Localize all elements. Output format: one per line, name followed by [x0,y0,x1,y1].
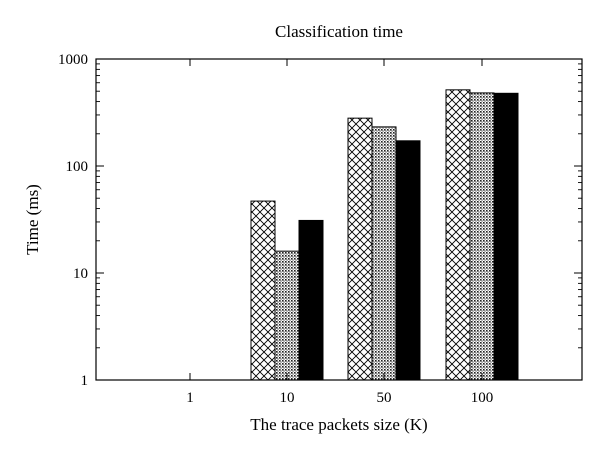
ticks-layer: 1 10 100 1000 1 10 50 100 [58,52,582,406]
y-tick-label-100: 100 [66,159,89,175]
x-tick-label-100: 100 [471,390,494,406]
bar-series1-100 [445,89,471,381]
x-tick-label-10: 10 [280,390,295,406]
bar-series3-10 [298,219,324,381]
bar-series1-10 [250,200,276,381]
bar-series3-100 [493,92,519,381]
bar-series1-50 [347,117,373,381]
bar-series3-50 [395,140,421,381]
y-axis-label: Time (ms) [23,184,42,255]
bar-series2-100 [469,92,495,381]
x-tick-label-1: 1 [186,390,194,406]
x-axis-label: The trace packets size (K) [250,415,427,434]
x-tick-label-50: 50 [377,390,392,406]
plot-frame [95,58,583,381]
y-tick-label-1000: 1000 [58,52,88,68]
y-tick-label-1: 1 [81,373,89,389]
bar-series2-50 [371,126,397,381]
chart-title: Classification time [275,22,403,41]
bar-series2-10 [274,250,300,381]
y-tick-label-10: 10 [73,266,88,282]
bars-layer [250,89,519,381]
